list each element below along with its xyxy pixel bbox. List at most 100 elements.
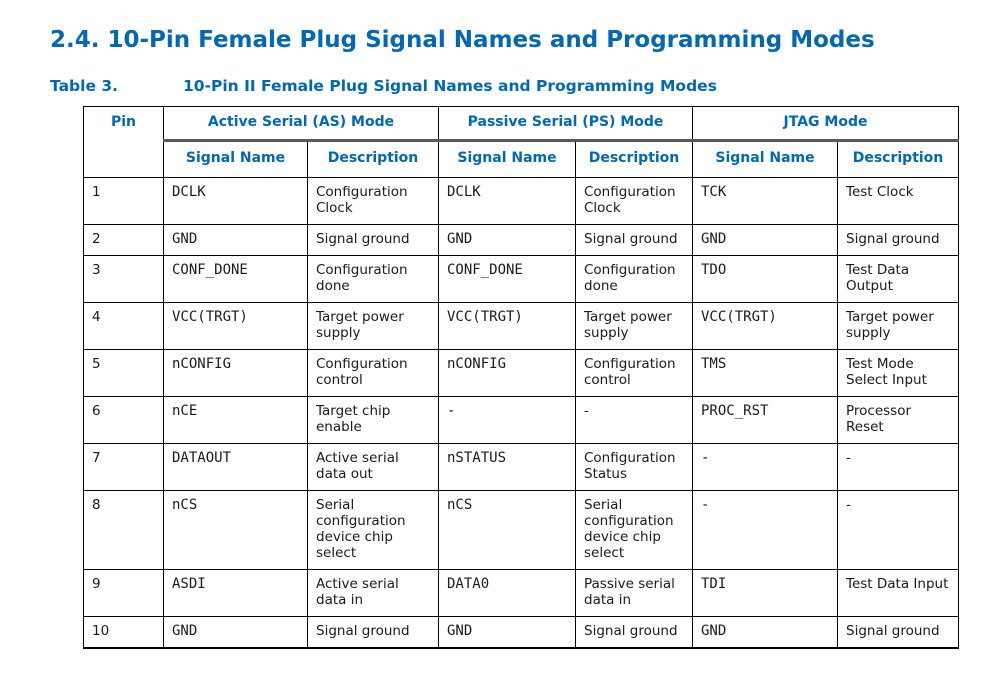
column-header-jtag-signal-name: Signal Name xyxy=(692,140,838,179)
header-row-subcolumns: Signal Name Description Signal Name Desc… xyxy=(84,140,960,179)
column-group-jtag: JTAG Mode xyxy=(691,106,960,143)
as-signal-cell: GND xyxy=(163,224,308,257)
table-row: 10 GND Signal ground GND Signal ground G… xyxy=(83,616,960,650)
ps-description-cell: Configuration done xyxy=(575,255,693,304)
as-signal-cell: CONF_DONE xyxy=(163,255,308,304)
as-description-cell: Configuration control xyxy=(307,349,439,398)
column-header-pin: Pin xyxy=(83,106,164,179)
pin-cell: 1 xyxy=(83,177,164,226)
column-header-as-signal-name: Signal Name xyxy=(163,140,308,179)
pin-cell: 8 xyxy=(83,490,164,571)
column-group-passive-serial: Passive Serial (PS) Mode xyxy=(438,106,693,143)
jtag-signal-cell: GND xyxy=(692,224,838,257)
ps-description-cell: Serial configuration device chip select xyxy=(575,490,693,571)
table-body: 1 DCLK Configuration Clock DCLK Configur… xyxy=(83,177,960,650)
table-row: 3 CONF_DONE Configuration done CONF_DONE… xyxy=(83,255,960,304)
jtag-description-cell: - xyxy=(836,490,960,571)
jtag-signal-cell: GND xyxy=(692,616,838,650)
ps-description-cell: Passive serial data in xyxy=(575,569,693,618)
jtag-signal-cell: TCK xyxy=(692,177,838,226)
jtag-signal-cell: VCC(TRGT) xyxy=(692,302,838,351)
ps-signal-cell: nCONFIG xyxy=(438,349,576,398)
as-signal-cell: nCS xyxy=(163,490,308,571)
as-description-cell: Signal ground xyxy=(307,616,439,650)
jtag-description-cell: Test Clock xyxy=(836,177,960,226)
column-header-ps-description: Description xyxy=(575,140,693,179)
ps-signal-cell: GND xyxy=(438,224,576,257)
pin-cell: 6 xyxy=(83,396,164,445)
pin-cell: 5 xyxy=(83,349,164,398)
ps-signal-cell: DATA0 xyxy=(438,569,576,618)
as-description-cell: Active serial data out xyxy=(307,443,439,492)
as-description-cell: Target chip enable xyxy=(307,396,439,445)
pin-cell: 3 xyxy=(83,255,164,304)
table-caption-title: 10-Pin II Female Plug Signal Names and P… xyxy=(183,77,717,96)
ps-description-cell: Configuration control xyxy=(575,349,693,398)
jtag-description-cell: - xyxy=(836,443,960,492)
pin-cell: 9 xyxy=(83,569,164,618)
as-description-cell: Serial configuration device chip select xyxy=(307,490,439,571)
table-row: 5 nCONFIG Configuration control nCONFIG … xyxy=(83,349,960,398)
pin-cell: 2 xyxy=(83,224,164,257)
jtag-description-cell: Test Data Input xyxy=(836,569,960,618)
jtag-description-cell: Target power supply xyxy=(836,302,960,351)
column-header-jtag-description: Description xyxy=(836,140,960,179)
ps-signal-cell: VCC(TRGT) xyxy=(438,302,576,351)
table-row: 2 GND Signal ground GND Signal ground GN… xyxy=(83,224,960,257)
ps-signal-cell: CONF_DONE xyxy=(438,255,576,304)
ps-signal-cell: nSTATUS xyxy=(438,443,576,492)
jtag-signal-cell: TDO xyxy=(692,255,838,304)
signal-table: Pin Active Serial (AS) Mode Passive Seri… xyxy=(83,106,960,650)
jtag-signal-cell: TDI xyxy=(692,569,838,618)
header-row-modes: Pin Active Serial (AS) Mode Passive Seri… xyxy=(83,106,960,179)
jtag-signal-cell: PROC_RST xyxy=(692,396,838,445)
ps-description-cell: - xyxy=(575,396,693,445)
table-row: 9 ASDI Active serial data in DATA0 Passi… xyxy=(83,569,960,618)
as-signal-cell: nCE xyxy=(163,396,308,445)
column-header-ps-signal-name: Signal Name xyxy=(438,140,576,179)
ps-description-cell: Target power supply xyxy=(575,302,693,351)
as-description-cell: Configuration done xyxy=(307,255,439,304)
as-signal-cell: ASDI xyxy=(163,569,308,618)
as-signal-cell: GND xyxy=(163,616,308,650)
table-row: 8 nCS Serial configuration device chip s… xyxy=(83,490,960,571)
ps-description-cell: Configuration Clock xyxy=(575,177,693,226)
jtag-description-cell: Signal ground xyxy=(836,224,960,257)
table-row: 7 DATAOUT Active serial data out nSTATUS… xyxy=(83,443,960,492)
as-signal-cell: nCONFIG xyxy=(163,349,308,398)
table-caption: Table 3. 10-Pin II Female Plug Signal Nam… xyxy=(50,78,999,95)
table-header: Pin Active Serial (AS) Mode Passive Seri… xyxy=(83,106,960,179)
section-heading: 2.4. 10-Pin Female Plug Signal Names and… xyxy=(50,27,875,53)
ps-signal-cell: GND xyxy=(438,616,576,650)
column-header-as-description: Description xyxy=(307,140,439,179)
ps-signal-cell: nCS xyxy=(438,490,576,571)
ps-signal-cell: DCLK xyxy=(438,177,576,226)
as-description-cell: Configuration Clock xyxy=(307,177,439,226)
pin-cell: 7 xyxy=(83,443,164,492)
jtag-description-cell: Test Data Output xyxy=(836,255,960,304)
table-row: 6 nCE Target chip enable - - PROC_RST Pr… xyxy=(83,396,960,445)
ps-description-cell: Signal ground xyxy=(575,224,693,257)
as-signal-cell: DCLK xyxy=(163,177,308,226)
jtag-description-cell: Processor Reset xyxy=(836,396,960,445)
jtag-description-cell: Signal ground xyxy=(836,616,960,650)
jtag-signal-cell: - xyxy=(692,490,838,571)
as-description-cell: Signal ground xyxy=(307,224,439,257)
as-description-cell: Target power supply xyxy=(307,302,439,351)
document-page: 2.4. 10-Pin Female Plug Signal Names and… xyxy=(0,28,999,683)
as-description-cell: Active serial data in xyxy=(307,569,439,618)
jtag-signal-cell: - xyxy=(692,443,838,492)
jtag-signal-cell: TMS xyxy=(692,349,838,398)
ps-description-cell: Signal ground xyxy=(575,616,693,650)
jtag-description-cell: Test Mode Select Input xyxy=(836,349,960,398)
column-group-active-serial: Active Serial (AS) Mode xyxy=(163,106,439,143)
ps-description-cell: Configuration Status xyxy=(575,443,693,492)
as-signal-cell: VCC(TRGT) xyxy=(163,302,308,351)
as-signal-cell: DATAOUT xyxy=(163,443,308,492)
table-caption-label: Table 3. xyxy=(50,77,119,96)
pin-cell: 4 xyxy=(83,302,164,351)
table-row: 4 VCC(TRGT) Target power supply VCC(TRGT… xyxy=(83,302,960,351)
ps-signal-cell: - xyxy=(438,396,576,445)
pin-cell: 10 xyxy=(83,616,164,650)
table-row: 1 DCLK Configuration Clock DCLK Configur… xyxy=(83,177,960,226)
